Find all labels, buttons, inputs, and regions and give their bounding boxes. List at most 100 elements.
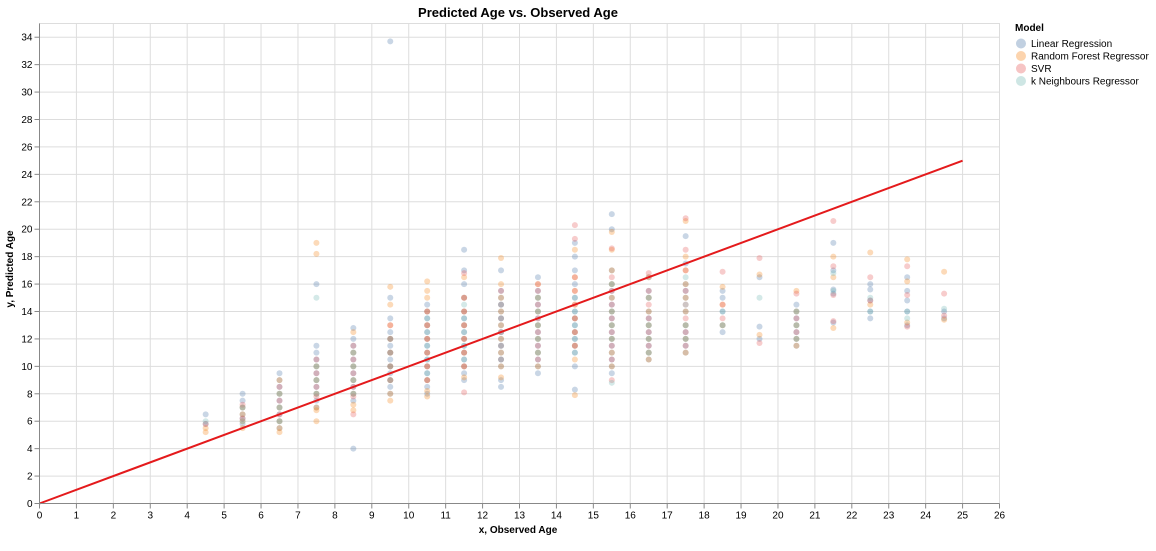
data-point [276,418,283,425]
data-point [313,407,320,414]
data-point [239,411,246,418]
grid [39,23,1000,504]
data-point [498,377,505,384]
data-point [313,390,320,397]
data-point [756,274,763,281]
data-point [313,377,320,384]
data-point [793,329,800,336]
data-point [350,349,357,356]
x-tick-label: 5 [221,511,227,522]
data-point [571,342,578,349]
data-point [608,281,615,288]
data-point [830,290,837,297]
x-tick-label: 24 [920,511,932,522]
data-point [682,281,689,288]
data-point [682,342,689,349]
x-tick-label: 8 [332,511,338,522]
data-point [498,335,505,342]
data-point [424,342,431,349]
data-point [498,294,505,301]
reference-line [39,159,963,505]
data-point [461,308,468,315]
data-point [498,342,505,349]
y-tick-label: 32 [21,60,33,71]
data-point [608,356,615,363]
data-point [793,301,800,308]
legend-symbol [1016,76,1026,86]
data-point [461,335,468,342]
data-point [608,335,615,342]
data-point [461,322,468,329]
data-point [424,349,431,356]
data-point [313,370,320,377]
data-point [424,377,431,384]
data-point [424,308,431,315]
data-point [350,363,357,370]
data-point [534,281,541,288]
data-point [534,274,541,281]
data-point [608,294,615,301]
data-point [313,390,320,397]
y-tick-label: 10 [21,362,33,373]
data-point [645,270,652,277]
x-tick-label: 9 [369,511,375,522]
data-point [350,407,357,414]
data-point [387,283,394,290]
data-point [682,335,689,342]
data-point [387,349,394,356]
data-point [608,315,615,322]
data-point [645,335,652,342]
data-point [682,308,689,315]
data-point [424,322,431,329]
data-point [387,363,394,370]
x-tick-label: 15 [588,511,600,522]
data-point [645,301,652,308]
data-point [941,290,948,297]
legend-label: Linear Regression [1031,39,1112,50]
data-point [682,287,689,294]
x-axis-title: x, Observed Age [479,525,558,536]
data-point [904,297,911,304]
data-point [608,363,615,370]
data-point [571,267,578,274]
legend-title: Model [1015,23,1044,34]
data-point [608,274,615,281]
x-tick-label: 7 [295,511,301,522]
data-point [424,315,431,322]
data-point [571,315,578,322]
data-point [571,349,578,356]
data-point [313,404,320,411]
data-point [904,308,911,315]
data-point [534,335,541,342]
data-point [571,386,578,393]
data-point [793,290,800,297]
data-point [424,363,431,370]
data-point [867,297,874,304]
data-point [424,388,431,395]
data-point [830,217,837,224]
data-point [756,271,763,278]
legend-symbol [1016,38,1026,49]
data-point [498,301,505,308]
data-point [276,377,283,384]
data-point [424,370,431,377]
x-tick-label: 12 [477,511,489,522]
x-tick-label: 3 [147,511,153,522]
data-point [534,370,541,377]
data-point [682,287,689,294]
data-point [608,308,615,315]
data-point [276,390,283,397]
data-point [682,335,689,342]
data-point [682,342,689,349]
data-point [534,349,541,356]
data-point [682,301,689,308]
data-point [387,397,394,404]
data-point [350,342,357,349]
data-point [534,294,541,301]
data-point [793,308,800,315]
data-point [941,316,948,323]
data-point [461,363,468,370]
data-point [719,322,726,329]
data-point [424,363,431,370]
data-point [608,329,615,336]
